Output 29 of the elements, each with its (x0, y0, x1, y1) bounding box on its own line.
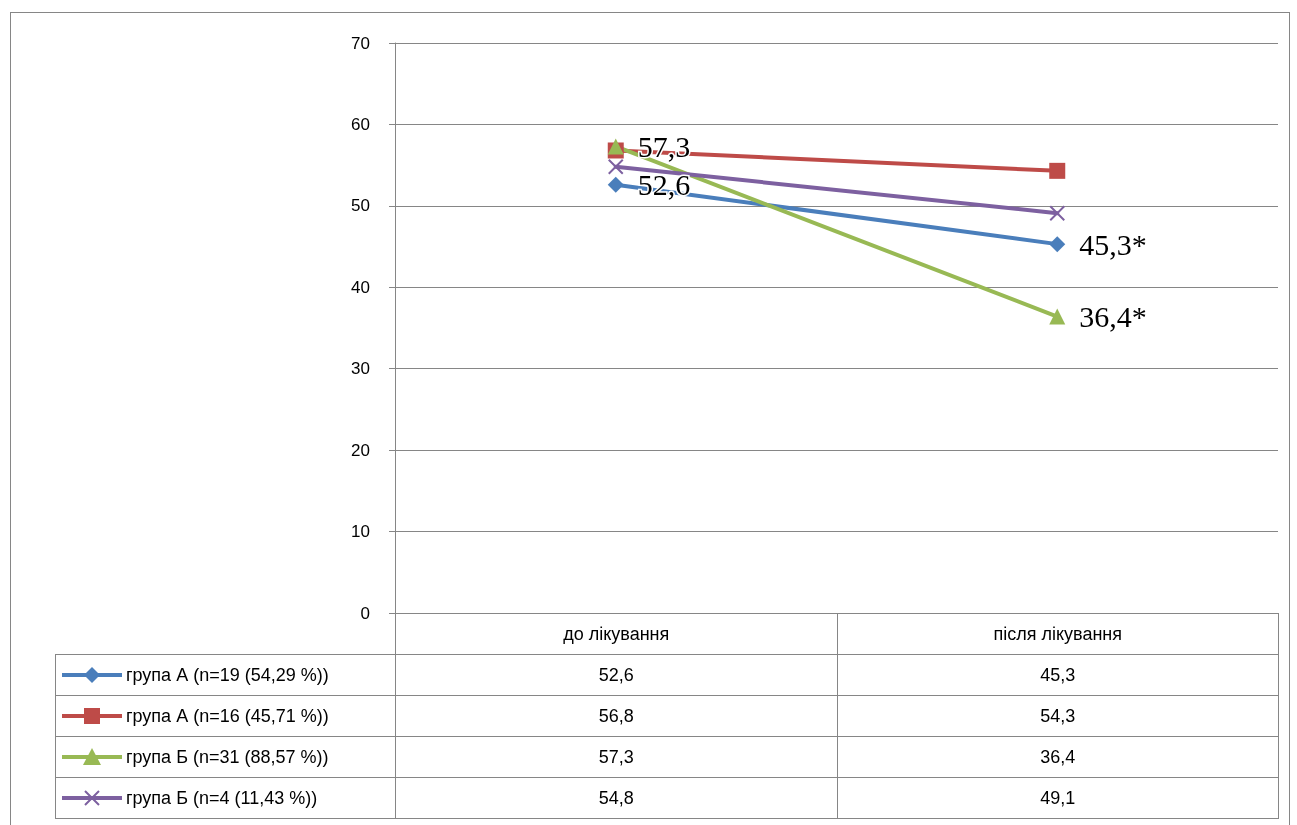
y-tick-label: 70 (351, 33, 370, 53)
legend-label: група А (n=16 (45,71 %)) (126, 705, 329, 727)
legend-label: група Б (n=31 (88,57 %)) (126, 746, 329, 768)
point (1049, 205, 1066, 222)
data-label: 52,6 (395, 654, 838, 696)
y-tick-label: 40 (351, 277, 370, 297)
data-label: 54,8 (395, 777, 838, 819)
data-label: 56,8 (395, 695, 838, 737)
legend-label: група А (n=19 (54,29 %)) (126, 664, 329, 686)
data-label: 49,1 (836, 777, 1279, 819)
annotation: 45,3* (1079, 227, 1147, 261)
y-tick-label: 60 (351, 114, 370, 134)
y-tick-label: 10 (351, 522, 370, 542)
data-label: 36,4 (836, 736, 1279, 778)
y-tick-label: 0 (360, 603, 370, 623)
legend-label: група Б (n=4 (11,43 %)) (126, 787, 318, 809)
point (607, 176, 624, 193)
point (1049, 236, 1066, 253)
point (1049, 162, 1066, 179)
x-tick-label: після лікування (836, 613, 1279, 655)
y-tick-label: 20 (351, 440, 370, 460)
y-tick-label: 30 (351, 359, 370, 379)
y-tick-label: 50 (351, 196, 370, 216)
data-label: 45,3 (836, 654, 1279, 696)
annotation: 36,4* (1079, 300, 1147, 334)
data-label: 54,3 (836, 695, 1279, 737)
data-label: 57,3 (395, 736, 838, 778)
x-tick-label: до лікування (395, 613, 838, 655)
point (607, 158, 624, 175)
